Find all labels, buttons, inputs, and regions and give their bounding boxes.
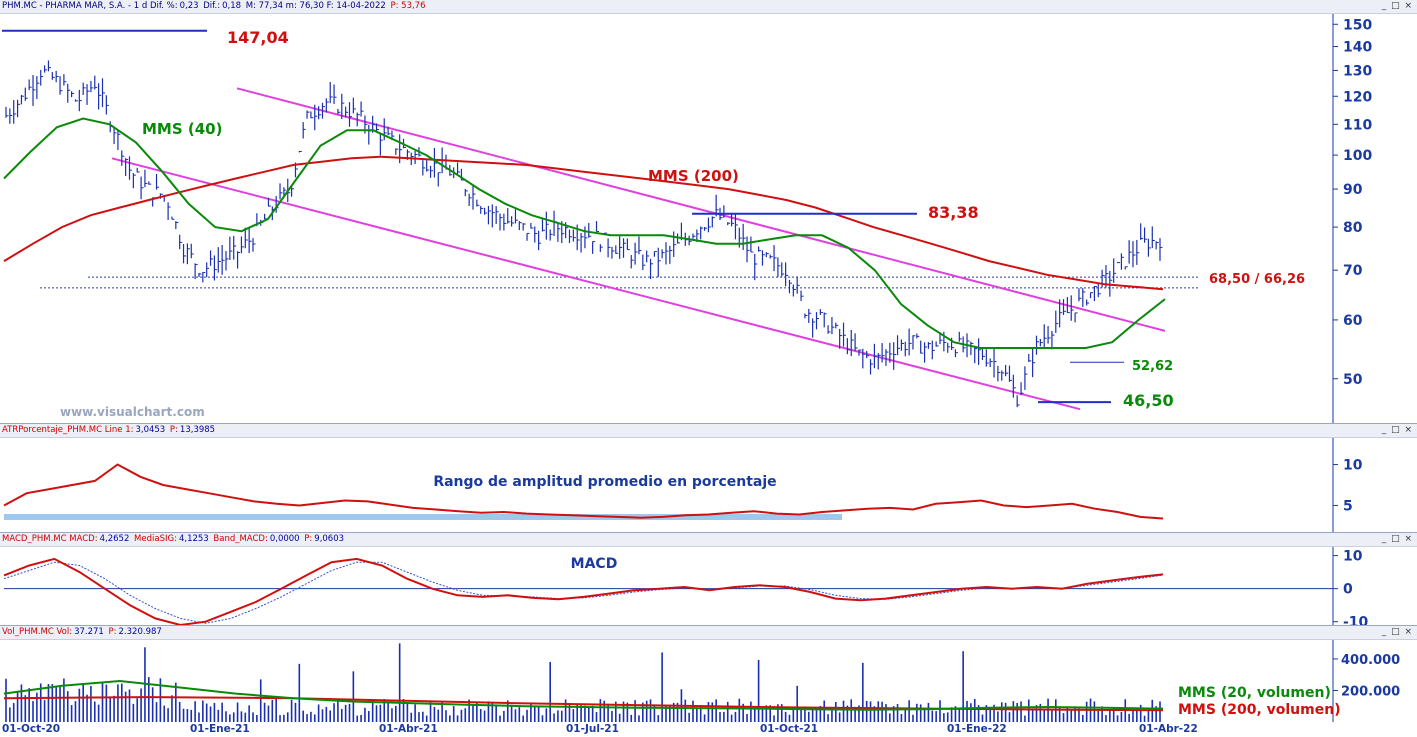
macd-header-v3: 0,0000 — [269, 534, 300, 544]
price-y-tick-label-2: 130 — [1343, 63, 1372, 79]
price-panel-header: PHM.MC - PHARMA MAR, S.A. - 1 d Dif. %: 0… — [0, 0, 1417, 14]
x-axis-label-2: 01-Abr-21 — [379, 723, 438, 735]
vol-mms20-line — [3, 679, 1164, 711]
price-chart: 150 140 130 120 110 100 90 80 70 60 50 147,04 83,38 6… — [2, 14, 1372, 423]
channel-upper-line — [236, 87, 1166, 332]
price-y-tick-label-6: 90 — [1343, 182, 1363, 198]
atr-header-name: ATRPorcentaje_PHM.MC Line 1: — [2, 425, 134, 435]
atr-panel-header: ATRPorcentaje_PHM.MC Line 1: 3,0453 P: 13,… — [0, 424, 1417, 438]
mms40-line — [3, 117, 1166, 349]
x-axis-label-3: 01-Jul-21 — [566, 723, 619, 735]
atr-header-v2: 13,3985 — [179, 425, 216, 435]
vol-y-tick-label-1: 200.000 — [1341, 684, 1400, 699]
price-y-tick-label-0: 150 — [1343, 17, 1372, 33]
atr-chart: 10 5 Rango de amplitud promedio en porcent… — [3, 438, 1363, 532]
channel-lower-line — [111, 157, 1081, 411]
label-52: 52,62 — [1132, 359, 1173, 374]
price-y-tick-label-8: 70 — [1343, 263, 1363, 279]
macd-chart: 10 0 -10 MACD — [3, 547, 1369, 625]
price-y-tick-label-1: 140 — [1343, 40, 1372, 56]
macd-header-v1: 4,2652 — [99, 534, 130, 544]
macd-header-t4: P: — [301, 534, 313, 544]
macd-header-v4: 9,0603 — [314, 534, 345, 544]
price-window-controls[interactable]: _ □ × — [1381, 1, 1413, 11]
macd-header-name: MACD_PHM.MC MACD: — [2, 534, 98, 544]
x-axis-label-5: 01-Ene-22 — [947, 723, 1007, 735]
label-83: 83,38 — [928, 203, 979, 222]
watermark: www.visualchart.com — [60, 405, 205, 419]
price-header-v2: 0,18 — [222, 1, 242, 11]
atr-band — [4, 514, 842, 520]
macd-y-tick-label-0: 10 — [1343, 549, 1363, 565]
atr-y-tick-label-1: 5 — [1343, 498, 1353, 514]
volume-header-v1: 37.271 — [74, 627, 104, 637]
macd-y-tick-label-1: 0 — [1343, 582, 1353, 598]
volume-header-t2: P: — [105, 627, 117, 637]
macd-panel-header: MACD_PHM.MC MACD: 4,2652 MediaSIG: 4,1253 … — [0, 533, 1417, 547]
volume-header-name: Vol_PHM.MC Vol: — [2, 627, 73, 637]
x-axis-label-6: 01-Abr-22 — [1139, 723, 1198, 735]
price-header-t2: Dif.: — [200, 1, 221, 11]
volume-chart: 400.000 200.000 MMS (20, volumen)MMS (200,… — [3, 640, 1400, 722]
volume-panel[interactable]: Vol_PHM.MC Vol: 37.271 P: 2.320.987 _ □ × … — [0, 626, 1417, 723]
price-y-tick-label-9: 60 — [1343, 313, 1363, 329]
macd-title: MACD — [571, 556, 618, 572]
macd-window-controls[interactable]: _ □ × — [1381, 534, 1413, 544]
vol-legend-200: MMS (200, volumen) — [1178, 702, 1341, 718]
price-y-tick-label-4: 110 — [1343, 117, 1372, 133]
macd-y-tick-label-2: -10 — [1343, 615, 1369, 625]
price-header-t3: M: 77,34 m: 76,30 F: 14-04-2022 — [243, 1, 389, 11]
label-46: 46,50 — [1123, 391, 1174, 410]
price-panel[interactable]: PHM.MC - PHARMA MAR, S.A. - 1 d Dif. %: 0… — [0, 0, 1417, 424]
price-y-tick-label-7: 80 — [1343, 220, 1363, 236]
atr-y-tick-label-0: 10 — [1343, 458, 1363, 474]
atr-line — [3, 463, 1164, 520]
volume-panel-header: Vol_PHM.MC Vol: 37.271 P: 2.320.987 — [0, 626, 1417, 640]
price-header-prefix: PHM.MC - PHARMA MAR, S.A. - 1 d Dif. %: — [2, 1, 178, 11]
atr-window-controls[interactable]: _ □ × — [1381, 425, 1413, 435]
vol-legend-20: MMS (20, volumen) — [1178, 685, 1331, 701]
x-axis-label-1: 01-Ene-21 — [190, 723, 250, 735]
x-axis-label-4: 01-Oct-21 — [760, 723, 819, 735]
x-axis-label-0: 01-Oct-20 — [2, 723, 61, 735]
price-y-tick-label-5: 100 — [1343, 148, 1372, 164]
volume-header-v2: 2.320.987 — [118, 627, 162, 637]
price-y-tick-label-3: 120 — [1343, 89, 1372, 105]
atr-title: Rango de amplitud promedio en porcentaje — [433, 474, 776, 490]
x-axis: 01-Oct-20 01-Ene-21 01-Abr-21 01-Jul-21 01-O… — [0, 722, 1417, 737]
price-header-v1: 0,23 — [179, 1, 199, 11]
label-mms40: MMS (40) — [142, 120, 222, 138]
label-band: 68,50 / 66,26 — [1209, 272, 1305, 287]
macd-panel[interactable]: MACD_PHM.MC MACD: 4,2652 MediaSIG: 4,1253 … — [0, 533, 1417, 626]
atr-header-v1: 3,0453 — [135, 425, 166, 435]
price-header-v3: P: 53,76 — [390, 1, 426, 11]
macd-header-v2: 4,1253 — [178, 534, 209, 544]
label-mms200: MMS (200) — [648, 167, 739, 185]
vol-y-tick-label-0: 400.000 — [1341, 653, 1400, 668]
price-y-tick-label-10: 50 — [1343, 372, 1363, 388]
mms200-line — [3, 155, 1164, 291]
atr-panel[interactable]: ATRPorcentaje_PHM.MC Line 1: 3,0453 P: 13,… — [0, 424, 1417, 533]
atr-header-t2: P: — [167, 425, 178, 435]
macd-header-t3: Band_MACD: — [210, 534, 268, 544]
macd-line — [3, 557, 1164, 625]
volume-window-controls[interactable]: _ □ × — [1381, 627, 1413, 637]
label-147: 147,04 — [227, 28, 289, 47]
macd-header-t2: MediaSIG: — [131, 534, 177, 544]
